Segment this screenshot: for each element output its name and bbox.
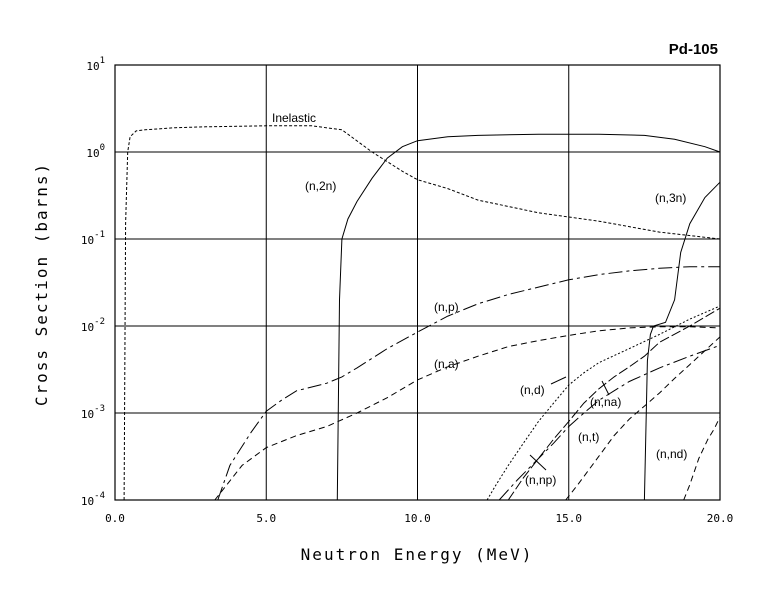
annotation-label: (n,p) [434, 300, 459, 314]
series-curves [123, 125, 721, 501]
series-n-na [507, 307, 721, 501]
x-tick-labels: 0.0 5.0 10.0 15.0 20.0 [105, 512, 733, 525]
annotation-label: (n,2n) [305, 179, 336, 193]
curve-annotations: Inelastic (n,2n) (n,3n) (n,p) (n,a) (n,d) (n,n… [272, 111, 687, 487]
x-tick-label: 0.0 [105, 512, 125, 525]
series-n-t [565, 336, 721, 501]
series-n-np [498, 344, 721, 501]
annotation-leader [550, 376, 567, 385]
y-tick-label: 10-4 [81, 491, 105, 508]
y-tick-base: 10 [81, 495, 94, 508]
y-tick-label: 10-2 [81, 317, 105, 334]
y-tick-exponent: 0 [100, 143, 105, 153]
annotation-leader [601, 380, 610, 396]
annotation-label: (n,t) [578, 430, 599, 444]
series-n-p [217, 266, 720, 501]
x-tick-label: 20.0 [707, 512, 734, 525]
y-tick-base: 10 [86, 147, 99, 160]
chart-title: Pd-105 [669, 41, 718, 58]
annotation-label: (n,na) [590, 395, 621, 409]
series-n-2n [336, 133, 721, 501]
annotation-label: (n,nd) [656, 447, 687, 461]
grid-lines [114, 64, 721, 501]
y-tick-base: 10 [81, 321, 94, 334]
y-tick-label: 100 [86, 143, 105, 160]
y-tick-exponent: -4 [94, 491, 105, 501]
y-tick-base: 10 [81, 234, 94, 247]
series-n-a [214, 326, 721, 501]
annotation-label: (n,d) [520, 383, 545, 397]
annotation-label: (n,a) [434, 357, 459, 371]
y-tick-exponent: -1 [94, 230, 105, 240]
x-tick-label: 5.0 [256, 512, 276, 525]
annotation-leader [529, 454, 547, 471]
y-tick-exponent: -3 [94, 404, 105, 414]
y-tick-label: 10-3 [81, 404, 105, 421]
annotation-label: (n,3n) [655, 191, 686, 205]
annotation-label: (n,np) [525, 473, 556, 487]
y-tick-exponent: -2 [94, 317, 105, 327]
y-axis-label: Cross Section (barns) [32, 162, 51, 406]
x-tick-label: 15.0 [556, 512, 583, 525]
series-n-d [486, 305, 721, 501]
y-tick-base: 10 [81, 408, 94, 421]
x-tick-label: 10.0 [404, 512, 431, 525]
plot-frame [114, 64, 721, 501]
series-n-3n [643, 181, 721, 501]
series-n-nd [683, 416, 721, 501]
y-tick-label: 10-1 [81, 230, 105, 247]
x-axis-label: Neutron Energy (MeV) [301, 545, 534, 564]
y-tick-label: 101 [86, 56, 105, 73]
y-tick-base: 10 [86, 60, 99, 73]
y-tick-exponent: 1 [100, 56, 105, 66]
annotation-label: Inelastic [272, 111, 316, 125]
series-inelastic [123, 125, 721, 501]
